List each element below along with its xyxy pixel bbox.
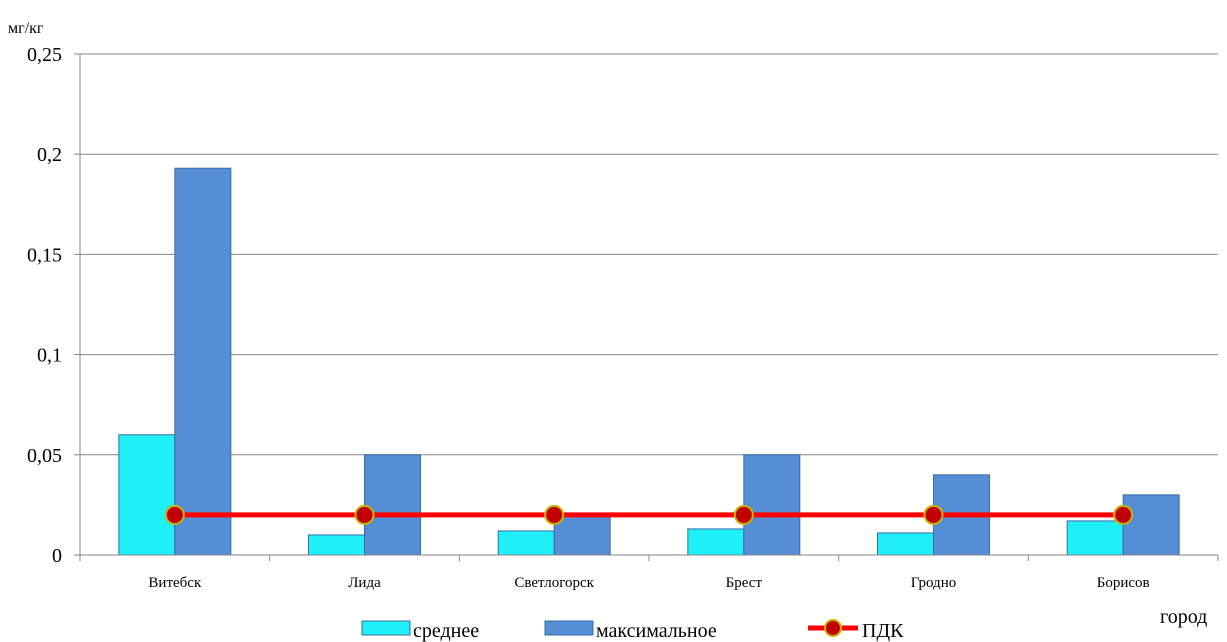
gridlines xyxy=(80,53,1218,456)
legend-label: ПДК xyxy=(862,620,904,642)
x-tick-label: Брест xyxy=(726,575,763,591)
x-tick-label: Витебск xyxy=(148,575,202,591)
axes xyxy=(74,53,1219,561)
bars xyxy=(118,167,1180,556)
x-tick-labels: Витебск Лида Светлогорск Брест Гродно Борисов xyxy=(148,575,1149,591)
y-tick-label: 0,05 xyxy=(27,445,62,467)
x-tick-label: Светлогорск xyxy=(514,575,594,591)
y-tick-label: 0 xyxy=(52,545,62,567)
bar-mean xyxy=(308,534,365,556)
x-tick-label: Гродно xyxy=(911,575,956,591)
legend: среднее максимальное ПДК xyxy=(361,619,904,642)
pdk-point xyxy=(1113,504,1134,525)
y-tick-label: 0,25 xyxy=(27,44,62,66)
legend-swatch-mean xyxy=(361,620,411,636)
bar-mean xyxy=(118,434,176,556)
pdk-line xyxy=(164,504,1134,525)
bar-max xyxy=(364,454,421,556)
pdk-point xyxy=(354,504,375,525)
x-tick-label: Борисов xyxy=(1097,575,1150,591)
bar-mean xyxy=(497,530,555,556)
bar-max xyxy=(174,167,232,556)
pdk-point xyxy=(733,504,754,525)
y-tick-label: 0,1 xyxy=(37,345,62,367)
bar-mean xyxy=(687,528,745,556)
pdk-point xyxy=(544,504,565,525)
bar-mean xyxy=(877,532,934,556)
y-tick-label: 0,15 xyxy=(27,244,62,266)
y-axis-label: мг/кг xyxy=(8,20,44,37)
x-tick-label: Лида xyxy=(348,575,381,591)
legend-label: среднее xyxy=(413,620,479,642)
x-axis-label: город xyxy=(1160,606,1207,628)
bar-max xyxy=(743,454,801,556)
bar-max xyxy=(553,514,611,556)
legend-swatch-max xyxy=(544,620,594,636)
bar-max xyxy=(1122,494,1180,556)
pdk-point xyxy=(923,504,944,525)
y-tick-labels: 0 0,05 0,1 0,15 0,2 0,25 xyxy=(27,44,62,567)
bar-mean xyxy=(1066,520,1124,556)
pdk-point xyxy=(164,504,185,525)
legend-label: максимальное xyxy=(596,620,717,642)
legend-swatch-pdk-marker xyxy=(824,619,842,637)
y-tick-label: 0,2 xyxy=(37,144,62,166)
